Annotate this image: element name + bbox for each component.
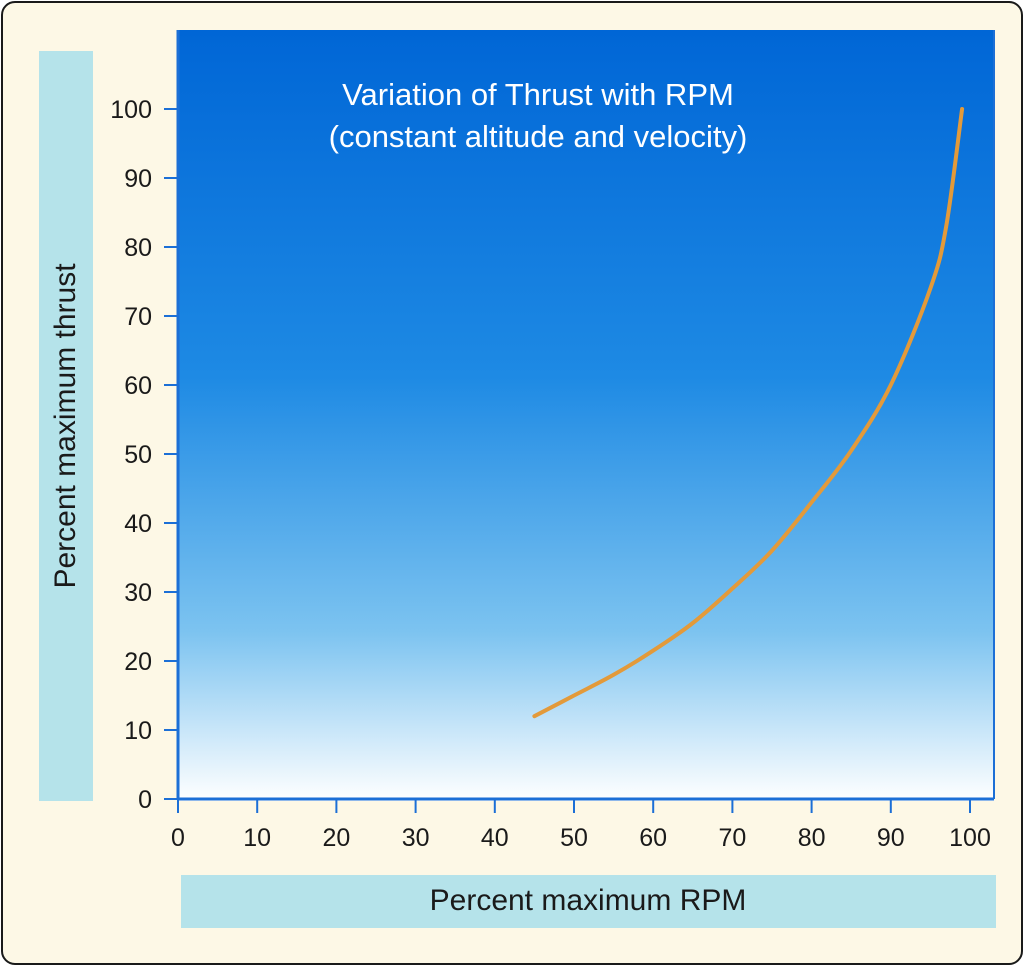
thrust-curve-line [532,107,965,719]
x-tick-label: 30 [402,824,430,852]
y-axis-label-band [39,51,93,801]
y-tick-label: 50 [124,441,152,469]
chart-title: Variation of Thrust with RPM [342,77,734,112]
y-tick-label: 100 [110,96,152,124]
x-tick-label: 40 [481,824,509,852]
y-tick-label: 80 [124,234,152,262]
x-tick-label: 70 [718,824,746,852]
x-axis-label-band [181,875,996,928]
y-tick-label: 20 [124,648,152,676]
x-tick-label: 50 [560,824,588,852]
x-tick-label: 0 [171,824,185,852]
y-tick-label: 10 [124,717,152,745]
plot-area-background [178,30,994,801]
y-tick-label: 0 [138,786,152,814]
x-tick-label: 80 [798,824,826,852]
x-tick-label: 10 [243,824,271,852]
x-tick-label: 100 [949,824,991,852]
y-tick-label: 60 [124,372,152,400]
y-tick-label: 40 [124,510,152,538]
y-tick-label: 90 [124,165,152,193]
x-tick-label: 90 [877,824,905,852]
x-tick-label: 20 [322,824,350,852]
x-tick-label: 60 [639,824,667,852]
x-axis-label: Percent maximum RPM [429,884,747,917]
y-tick-label: 30 [124,579,152,607]
chart-subtitle: (constant altitude and velocity) [329,119,748,154]
y-tick-label: 70 [124,303,152,331]
